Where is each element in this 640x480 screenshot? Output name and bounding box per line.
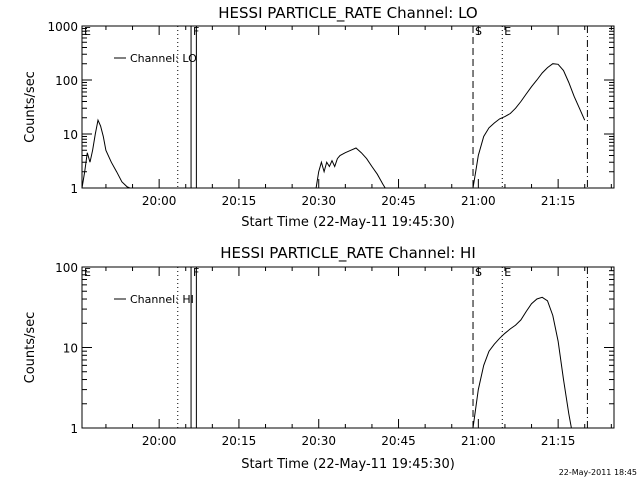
event-marker-label: E	[504, 266, 511, 279]
plot-timestamp: 22-May-2011 18:45	[559, 468, 637, 477]
legend-label: Channel: HI	[130, 293, 194, 306]
y-tick-label: 100	[55, 261, 78, 275]
x-tick-label: 21:15	[541, 434, 576, 448]
y-tick-label: 1000	[47, 20, 78, 34]
y-tick-label: 1	[70, 182, 78, 196]
x-tick-label: 21:15	[541, 194, 576, 208]
event-marker-label: S	[475, 25, 482, 38]
x-tick-label: 20:00	[142, 434, 177, 448]
event-marker-label: E	[84, 25, 91, 38]
event-marker-label: E	[84, 266, 91, 279]
x-tick-label: 21:00	[461, 434, 496, 448]
hi-channel-panel: HESSI PARTICLE_RATE Channel: HI Start Tim…	[23, 244, 615, 472]
y-tick-label: 100	[55, 74, 78, 88]
x-tick-label: 20:45	[381, 434, 416, 448]
x-tick-label: 20:30	[301, 434, 336, 448]
event-marker-label: E	[504, 25, 511, 38]
y-tick-label: 1	[70, 422, 78, 436]
x-tick-label: 20:15	[222, 434, 257, 448]
event-marker-label: S	[475, 266, 482, 279]
y-tick-label: 10	[63, 128, 78, 142]
y-tick-label: 10	[63, 342, 78, 356]
chart-title: HESSI PARTICLE_RATE Channel: HI	[220, 244, 476, 263]
x-tick-label: 20:30	[301, 194, 336, 208]
y-axis-label: Counts/sec	[23, 71, 38, 143]
series-line	[81, 118, 131, 189]
series-line	[472, 296, 572, 429]
x-axis-label: Start Time (22-May-11 19:45:30)	[241, 457, 455, 472]
lo-channel-panel: HESSI PARTICLE_RATE Channel: LO Start Tim…	[23, 4, 615, 230]
y-axis-label: Counts/sec	[23, 312, 38, 384]
x-tick-label: 20:15	[222, 194, 257, 208]
x-tick-label: 20:00	[142, 194, 177, 208]
x-axis-label: Start Time (22-May-11 19:45:30)	[241, 215, 455, 230]
legend-label: Channel: LO	[130, 52, 197, 65]
x-tick-label: 20:45	[381, 194, 416, 208]
x-tick-label: 21:00	[461, 194, 496, 208]
series-line	[472, 63, 586, 189]
series-line	[315, 147, 386, 189]
chart-title: HESSI PARTICLE_RATE Channel: LO	[218, 4, 477, 23]
